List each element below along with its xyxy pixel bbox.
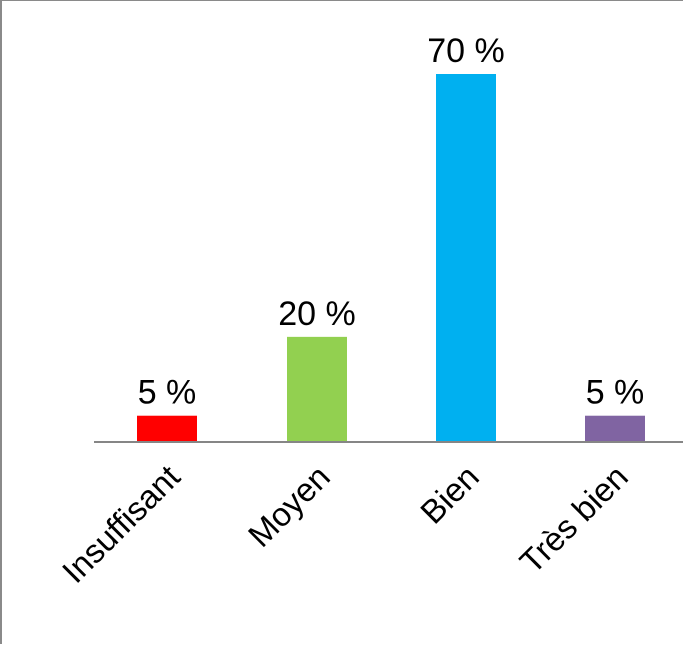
x-tick-labels-layer: Insuffisant Moyen Bien Très bien (55, 458, 635, 590)
bar-moyen (287, 336, 347, 442)
bar-tr-s-bien (585, 415, 645, 442)
bars-layer (137, 74, 645, 442)
bar-insuffisant (137, 415, 197, 442)
x-tick-label: Bien (413, 458, 486, 531)
x-tick-label: Insuffisant (55, 458, 187, 590)
bar-bien (436, 74, 496, 442)
data-label: 5 % (138, 374, 197, 412)
x-tick-label: Moyen (241, 458, 337, 554)
data-labels-layer: 5 % 20 % 70 % 5 % (138, 32, 645, 412)
x-tick-label: Très bien (512, 458, 635, 581)
data-label: 20 % (278, 295, 356, 333)
data-label: 70 % (427, 32, 505, 70)
data-label: 5 % (586, 374, 645, 412)
